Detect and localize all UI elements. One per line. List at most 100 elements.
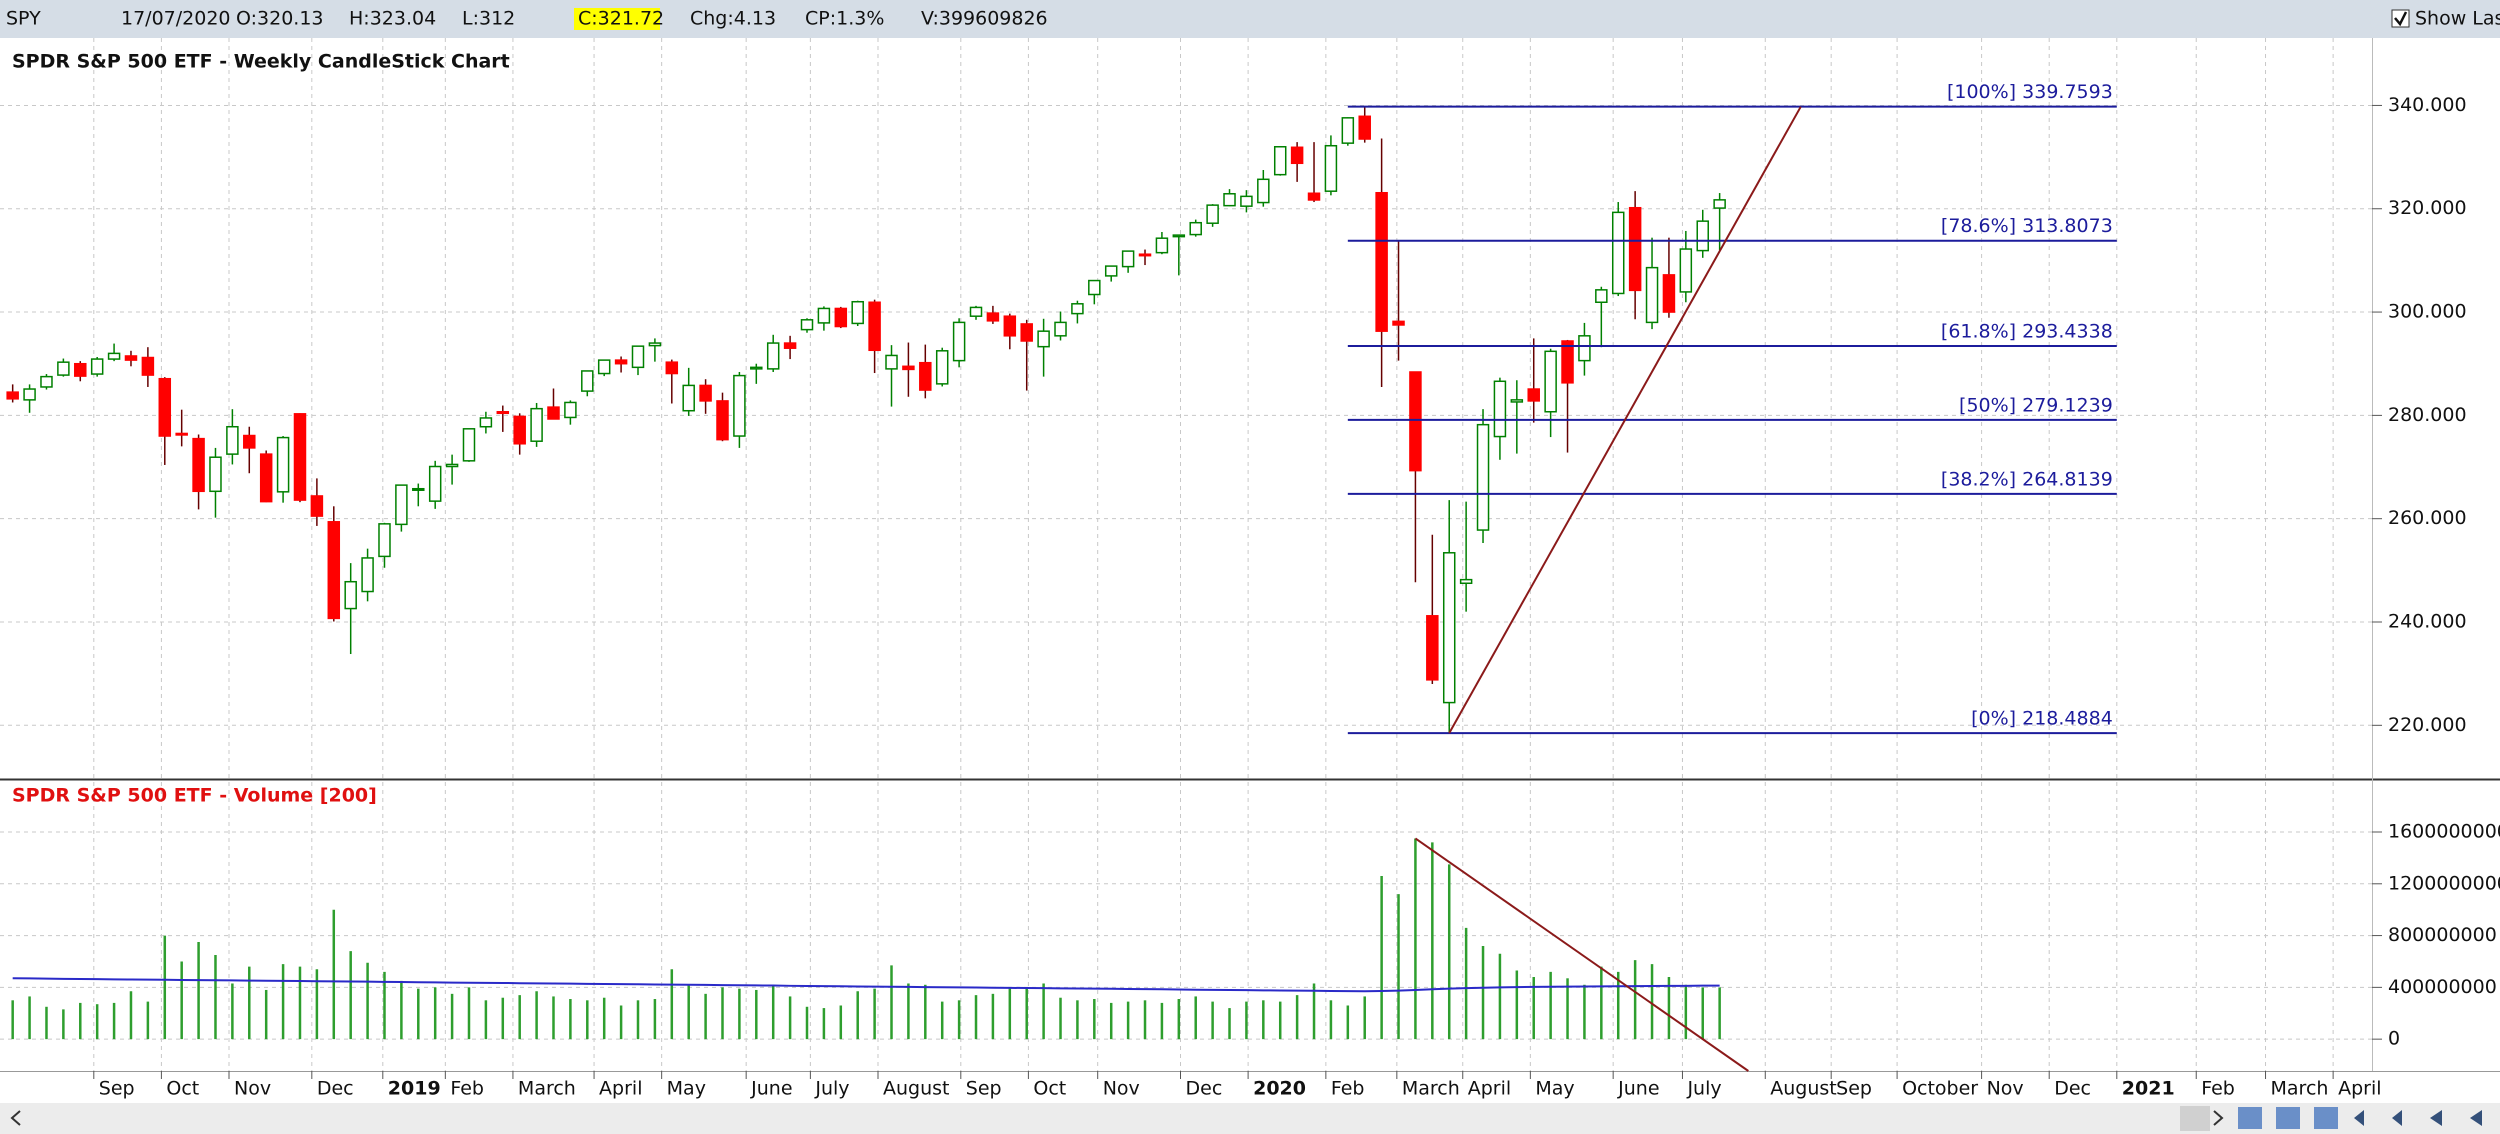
candle-body: [783, 342, 797, 349]
candle-body: [597, 359, 611, 375]
toolbar-button[interactable]: [2430, 1110, 2442, 1126]
candle-body: [395, 484, 408, 526]
candle-body: [766, 342, 780, 370]
x-tick-label: 2019: [388, 1078, 441, 1100]
candle-body: [226, 425, 239, 455]
candle-body: [192, 437, 205, 493]
low: L:312: [462, 8, 515, 30]
candle-body: [243, 434, 256, 449]
candle-body: [631, 345, 645, 369]
candle-body: [986, 312, 1000, 322]
x-tick-label: Dec: [2054, 1078, 2091, 1100]
x-tick-label: June: [750, 1078, 792, 1100]
candle-body: [614, 359, 628, 365]
candle-body: [428, 465, 442, 502]
x-tick-label: Dec: [317, 1078, 354, 1100]
scroll-thumb[interactable]: [2180, 1106, 2210, 1131]
candle-body: [276, 436, 290, 493]
close: C:321.72: [578, 8, 664, 30]
candle-body: [1189, 221, 1202, 236]
candle-body: [1426, 615, 1439, 681]
candle-body: [885, 354, 898, 370]
symbol: SPY: [6, 8, 41, 30]
open: O:320.13: [236, 8, 324, 30]
volume-title: SPDR S&P 500 ETF - Volume [200]: [12, 785, 377, 807]
candle-body: [952, 321, 966, 362]
fib-label: [50%] 279.1239: [1959, 394, 2113, 416]
candle-body: [851, 300, 864, 325]
candle-body: [344, 580, 357, 610]
candle-body: [1611, 211, 1625, 295]
x-tick-label: May: [667, 1078, 706, 1100]
toolbar-button[interactable]: [2276, 1107, 2300, 1129]
y-tick-label: 1600000000: [2388, 821, 2500, 843]
candle-body: [412, 487, 425, 491]
candle-body: [1088, 279, 1101, 296]
candle-body: [74, 362, 87, 377]
candle-body: [1172, 234, 1186, 238]
show-last-label[interactable]: Show Last: [2415, 8, 2500, 30]
date: 17/07/2020: [121, 8, 231, 30]
candle-body: [1679, 248, 1693, 293]
candle-body: [665, 361, 679, 375]
candle-body: [1493, 380, 1507, 438]
candle-body: [57, 361, 70, 376]
toolbar-button[interactable]: [2314, 1107, 2338, 1129]
candle-body: [699, 384, 712, 402]
x-tick-label: March: [518, 1078, 576, 1100]
trend-line: [1414, 837, 1749, 1072]
trend-line: [1448, 106, 1802, 734]
candle-body: [1104, 265, 1118, 277]
candle-body: [1037, 330, 1050, 348]
y-tick-label: 800000000: [2388, 924, 2497, 946]
candle-body: [90, 358, 104, 375]
scroll-left[interactable]: [10, 1110, 21, 1126]
x-tick-label: May: [1535, 1078, 1574, 1100]
change-pct: CP:1.3%: [805, 8, 884, 30]
marks: [100%] 339.7593 [78.6%] 313.8073 [61.8%] 2…: [6, 81, 2117, 1072]
candle-body: [479, 417, 493, 428]
candle-body: [564, 401, 577, 419]
candle-body: [310, 495, 324, 517]
candle-body: [1324, 144, 1338, 192]
y-tick-label: 0: [2388, 1028, 2400, 1050]
candle-body: [800, 319, 814, 331]
scroll-right[interactable]: [2213, 1110, 2224, 1126]
checkmark: [2394, 11, 2408, 27]
x-tick-label: 2021: [2122, 1078, 2175, 1100]
toolbar-button[interactable]: [2470, 1110, 2482, 1126]
x-tick-label: 2020: [1253, 1078, 1306, 1100]
candle-body: [378, 523, 391, 558]
candle-body: [1003, 315, 1017, 337]
candle-body: [1223, 193, 1236, 207]
candle-body: [1206, 204, 1219, 224]
candle-body: [1544, 350, 1557, 413]
candle-body: [1442, 552, 1456, 704]
candle-body: [716, 400, 729, 441]
candle-body: [1121, 250, 1135, 268]
grid: Sep Oct Nov Dec 2019 Feb March April May June July…: [0, 38, 2500, 1100]
candle-body: [141, 356, 155, 376]
scrollbar[interactable]: [0, 1103, 2500, 1134]
candle-body: [496, 411, 510, 415]
toolbar-button[interactable]: [2238, 1107, 2262, 1129]
x-tick-label: Sep: [966, 1078, 1002, 1100]
y-tick-label: 220.000: [2388, 714, 2467, 736]
toolbar-button[interactable]: [2354, 1110, 2364, 1126]
candle-body: [40, 375, 53, 388]
close-highlight: [574, 8, 660, 30]
fib-label: [0%] 218.4884: [1971, 708, 2113, 730]
toolbar-button[interactable]: [2392, 1110, 2402, 1126]
y-tick-label: 400000000: [2388, 976, 2497, 998]
candle-body: [1020, 323, 1033, 342]
candle-body: [462, 428, 476, 462]
candle-body: [1358, 115, 1371, 140]
candle-body: [902, 365, 915, 371]
y-tick-label: 280.000: [2388, 404, 2467, 426]
x-tick-label: March: [2271, 1078, 2329, 1100]
candle-body: [175, 432, 188, 436]
candle-body: [1561, 340, 1574, 384]
x-tick-label: Nov: [1987, 1078, 2024, 1100]
